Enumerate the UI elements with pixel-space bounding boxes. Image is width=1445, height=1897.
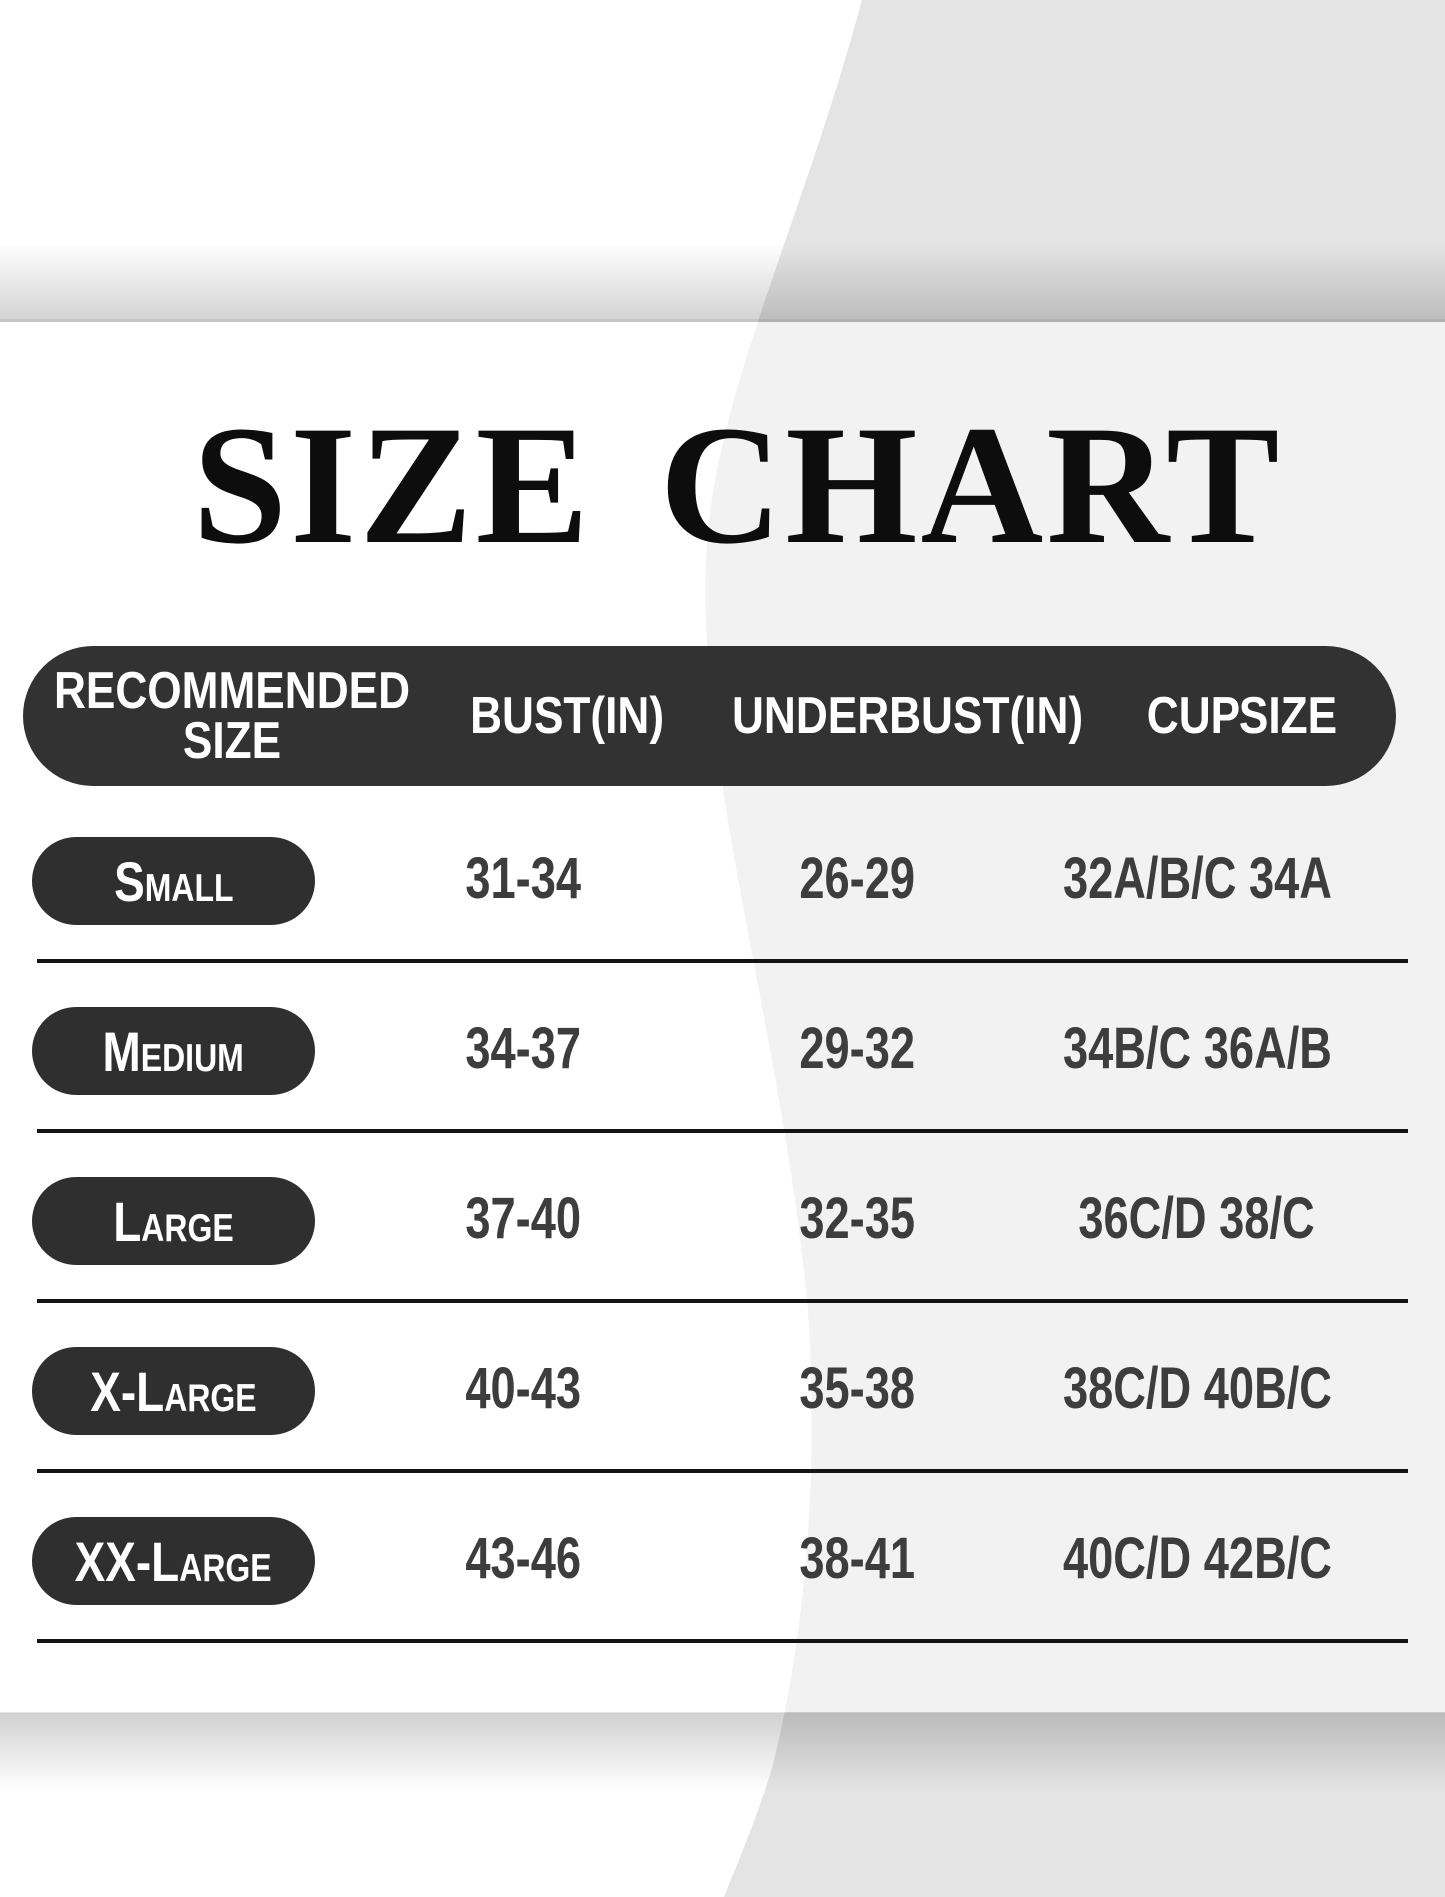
- header-cell-recommended-size: RECOMMENDED SIZE: [12, 646, 452, 786]
- size-pill: X-Large: [32, 1347, 315, 1435]
- table-row-xx-large: XX-Large 43-46 38-41 40C/D 42B/C: [0, 1475, 1445, 1645]
- bust-value-cell: 34-37: [373, 965, 673, 1131]
- cup-size-value-cell: 34B/C 36A/B: [1037, 965, 1357, 1131]
- underbust-value: 26-29: [799, 845, 915, 911]
- table-row-medium: Medium 34-37 29-32 34B/C 36A/B: [0, 965, 1445, 1135]
- row-divider: [37, 959, 1408, 963]
- underbust-value: 35-38: [799, 1355, 915, 1421]
- bust-value: 40-43: [465, 1355, 581, 1421]
- header-cell-underbust: UNDERBUST(IN): [732, 646, 1083, 786]
- table-header-bar: [23, 646, 1396, 786]
- size-pill: Small: [32, 837, 315, 925]
- underbust-value-cell: 29-32: [707, 965, 1007, 1131]
- bust-value: 43-46: [465, 1525, 581, 1591]
- header-label-underbust: UNDERBUST(IN): [732, 687, 1084, 745]
- size-pill: Large: [32, 1177, 315, 1265]
- cup-size-value-cell: 38C/D 40B/C: [1037, 1305, 1357, 1471]
- underbust-value-cell: 38-41: [707, 1475, 1007, 1641]
- cup-size-value: 32A/B/C 34A: [1062, 845, 1332, 911]
- cup-size-value: 40C/D 42B/C: [1062, 1525, 1332, 1591]
- header-label-cup-size: CUP SIZE: [1146, 687, 1338, 745]
- cup-size-value-cell: 36C/D 38/C: [1037, 1135, 1357, 1301]
- row-divider: [37, 1129, 1408, 1133]
- header-cell-bust: BUST(IN): [417, 646, 717, 786]
- size-pill: XX-Large: [32, 1517, 315, 1605]
- page-title: SIZE CHART: [192, 391, 1283, 579]
- table-row-large: Large 37-40 32-35 36C/D 38/C: [0, 1135, 1445, 1305]
- underbust-value-cell: 35-38: [707, 1305, 1007, 1471]
- bust-value-cell: 31-34: [373, 795, 673, 961]
- underbust-value-cell: 32-35: [707, 1135, 1007, 1301]
- row-divider: [37, 1469, 1408, 1473]
- cup-size-value-cell: 32A/B/C 34A: [1037, 795, 1357, 961]
- bust-value-cell: 37-40: [373, 1135, 673, 1301]
- header-label-recommended-size: RECOMMENDED SIZE: [53, 662, 411, 770]
- bust-value: 37-40: [465, 1185, 581, 1251]
- bottom-shadow: [0, 1712, 1445, 1791]
- cup-size-value: 34B/C 36A/B: [1062, 1015, 1332, 1081]
- top-shadow: [0, 243, 1445, 322]
- cup-size-value: 36C/D 38/C: [1078, 1185, 1316, 1251]
- header-cell-cup-size: CUP SIZE: [1092, 646, 1392, 786]
- row-divider: [37, 1299, 1408, 1303]
- row-divider: [37, 1639, 1408, 1643]
- underbust-value: 29-32: [799, 1015, 915, 1081]
- size-label: Medium: [102, 1019, 245, 1083]
- underbust-value: 38-41: [799, 1525, 915, 1591]
- underbust-value: 32-35: [799, 1185, 915, 1251]
- size-label: Small: [113, 849, 234, 913]
- header-label-bust: BUST(IN): [470, 687, 664, 745]
- cup-size-value-cell: 40C/D 42B/C: [1037, 1475, 1357, 1641]
- bust-value: 31-34: [465, 845, 581, 911]
- size-label: XX-Large: [74, 1529, 273, 1593]
- size-label: Large: [113, 1189, 234, 1253]
- table-row-x-large: X-Large 40-43 35-38 38C/D 40B/C: [0, 1305, 1445, 1475]
- bust-value-cell: 43-46: [373, 1475, 673, 1641]
- table-row-small: Small 31-34 26-29 32A/B/C 34A: [0, 795, 1445, 965]
- size-pill: Medium: [32, 1007, 315, 1095]
- cup-size-value: 38C/D 40B/C: [1062, 1355, 1332, 1421]
- bust-value-cell: 40-43: [373, 1305, 673, 1471]
- bust-value: 34-37: [465, 1015, 581, 1081]
- size-label: X-Large: [90, 1359, 257, 1423]
- underbust-value-cell: 26-29: [707, 795, 1007, 961]
